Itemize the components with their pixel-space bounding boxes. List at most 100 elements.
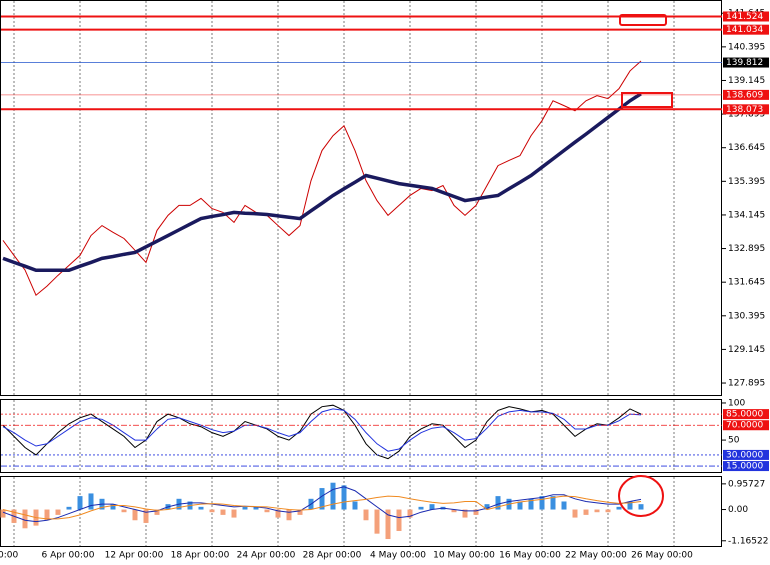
level-label: 141.034 <box>726 25 763 35</box>
annotation-circle <box>618 475 664 517</box>
level-label-box <box>723 24 769 35</box>
level-label-box <box>723 57 769 68</box>
histogram-bar <box>517 501 523 510</box>
histogram-bar <box>319 488 325 510</box>
histogram-bar <box>561 501 567 510</box>
y-tick-label: 50 <box>728 436 740 446</box>
histogram-bar <box>330 482 336 510</box>
x-tick-label: 12 Apr 00:00 <box>105 551 164 561</box>
level-label: 15.0000 <box>726 462 763 472</box>
histogram-bar <box>473 509 479 515</box>
histogram-bar <box>341 485 347 510</box>
histogram-bar <box>528 498 534 510</box>
main-pane <box>0 0 722 396</box>
y-tick-label: 127.895 <box>728 379 765 389</box>
histogram-bar <box>220 509 226 515</box>
histogram-bar <box>495 496 501 510</box>
histogram-bar <box>110 504 116 510</box>
histogram-bar <box>572 509 578 518</box>
histogram-bar <box>429 504 435 510</box>
level-label: 138.609 <box>726 90 763 100</box>
y-tick-label: 139.145 <box>728 76 765 86</box>
level-label-box <box>723 11 769 22</box>
histogram-bar <box>66 506 72 510</box>
x-tick-label: 4 May 00:00 <box>370 551 426 561</box>
histogram-bar <box>231 509 237 518</box>
histogram-bar <box>132 509 138 521</box>
histogram-bar <box>594 509 600 513</box>
histogram-bar <box>539 496 545 510</box>
annotation-box <box>619 14 667 26</box>
y-tick-label: 135.395 <box>728 177 765 187</box>
level-label-box <box>723 104 769 115</box>
x-tick-label: 22 May 00:00 <box>565 551 627 561</box>
y-tick-label: 140.395 <box>728 42 765 52</box>
y-tick-label: 0.95727 <box>728 479 765 489</box>
annotation-box <box>621 92 673 108</box>
level-label-box <box>723 409 769 420</box>
y-tick-label: -1.16522 <box>728 536 768 546</box>
level-label: 139.812 <box>726 58 763 68</box>
series-line <box>2 92 642 272</box>
histogram-bar <box>396 509 402 531</box>
x-tick-label: 10 May 00:00 <box>433 551 495 561</box>
histogram-bar <box>242 506 248 510</box>
level-label: 138.073 <box>726 105 763 115</box>
histogram-bar <box>407 509 413 518</box>
series-line <box>2 60 642 297</box>
histogram-bar <box>209 509 215 513</box>
histogram-bar <box>55 509 61 515</box>
histogram-bar <box>385 509 391 540</box>
histogram-bar <box>418 506 424 510</box>
level-label-box <box>723 420 769 431</box>
y-tick-label: 130.395 <box>728 311 765 321</box>
x-tick-label: 16 May 00:00 <box>499 551 561 561</box>
x-tick-label: r 00:00 <box>0 551 19 561</box>
y-tick-label: 136.645 <box>728 143 765 153</box>
level-label: 85.0000 <box>726 410 763 420</box>
level-label: 70.0000 <box>726 421 763 431</box>
histogram-bar <box>88 493 94 510</box>
histogram-bar <box>22 509 28 529</box>
histogram-bar <box>484 504 490 510</box>
x-tick-label: 28 Apr 00:00 <box>303 551 362 561</box>
x-tick-label: 24 Apr 00:00 <box>237 551 296 561</box>
histogram-bar <box>550 496 556 510</box>
y-tick-label: 129.145 <box>728 345 765 355</box>
histogram-bar <box>264 509 270 513</box>
histogram-bar <box>44 509 50 521</box>
x-tick-label: 6 Apr 00:00 <box>42 551 95 561</box>
level-label: 30.0000 <box>726 450 763 460</box>
level-label-box <box>723 89 769 100</box>
histogram-bar <box>143 509 149 523</box>
histogram-bar <box>462 509 468 518</box>
level-label-box <box>723 461 769 472</box>
x-tick-label: 26 May 00:00 <box>631 551 693 561</box>
y-tick-label: 131.645 <box>728 278 765 288</box>
histogram-bar <box>253 506 259 510</box>
y-tick-label: 134.145 <box>728 210 765 220</box>
histogram-bar <box>583 509 589 515</box>
histogram-bar <box>198 506 204 510</box>
histogram-bar <box>121 509 127 513</box>
histogram-bar <box>638 504 644 510</box>
histogram-bar <box>363 509 369 521</box>
y-tick-label: 0.00 <box>728 505 748 515</box>
series-line <box>2 495 642 520</box>
histogram-bar <box>275 509 281 518</box>
level-label-box <box>723 449 769 460</box>
histogram-bar <box>616 506 622 510</box>
x-tick-label: 18 Apr 00:00 <box>171 551 230 561</box>
histogram-bar <box>451 509 457 513</box>
histogram-bar <box>352 501 358 510</box>
histogram-bar <box>374 509 380 534</box>
histogram-bar <box>154 509 160 515</box>
histogram-bar <box>605 509 611 513</box>
y-tick-label: 137.895 <box>728 110 765 120</box>
series-line <box>2 408 642 452</box>
histogram-bar <box>286 509 292 521</box>
histogram-bar <box>627 501 633 510</box>
